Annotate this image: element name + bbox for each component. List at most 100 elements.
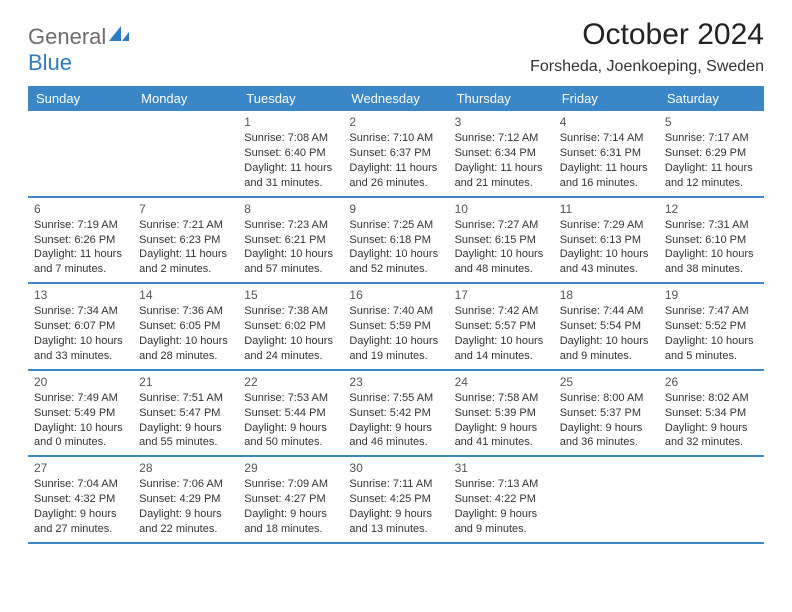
daylight-line-2: and 14 minutes. bbox=[455, 349, 548, 364]
sunrise-line: Sunrise: 7:21 AM bbox=[139, 218, 232, 233]
daylight-line-2: and 7 minutes. bbox=[34, 262, 127, 277]
sunset-line: Sunset: 4:29 PM bbox=[139, 492, 232, 507]
daylight-line-2: and 46 minutes. bbox=[349, 435, 442, 450]
daylight-line-2: and 52 minutes. bbox=[349, 262, 442, 277]
sunrise-line: Sunrise: 7:09 AM bbox=[244, 477, 337, 492]
location: Forsheda, Joenkoeping, Sweden bbox=[530, 58, 764, 76]
sunset-line: Sunset: 4:32 PM bbox=[34, 492, 127, 507]
calendar-day: 22Sunrise: 7:53 AMSunset: 5:44 PMDayligh… bbox=[238, 371, 343, 456]
day-number: 17 bbox=[455, 287, 548, 303]
calendar-day: 26Sunrise: 8:02 AMSunset: 5:34 PMDayligh… bbox=[659, 371, 764, 456]
sunset-line: Sunset: 5:42 PM bbox=[349, 406, 442, 421]
daylight-line-2: and 16 minutes. bbox=[560, 176, 653, 191]
sunrise-line: Sunrise: 7:06 AM bbox=[139, 477, 232, 492]
daylight-line-2: and 13 minutes. bbox=[349, 522, 442, 537]
sunrise-line: Sunrise: 7:13 AM bbox=[455, 477, 548, 492]
sunset-line: Sunset: 6:26 PM bbox=[34, 233, 127, 248]
calendar-day: 31Sunrise: 7:13 AMSunset: 4:22 PMDayligh… bbox=[449, 457, 554, 542]
day-number: 3 bbox=[455, 114, 548, 130]
day-header: Thursday bbox=[449, 86, 554, 111]
daylight-line-2: and 33 minutes. bbox=[34, 349, 127, 364]
sunset-line: Sunset: 6:40 PM bbox=[244, 146, 337, 161]
day-number: 11 bbox=[560, 201, 653, 217]
sunset-line: Sunset: 5:54 PM bbox=[560, 319, 653, 334]
day-number: 13 bbox=[34, 287, 127, 303]
sunrise-line: Sunrise: 7:55 AM bbox=[349, 391, 442, 406]
daylight-line-1: Daylight: 9 hours bbox=[139, 421, 232, 436]
sunset-line: Sunset: 5:47 PM bbox=[139, 406, 232, 421]
calendar-week: 6Sunrise: 7:19 AMSunset: 6:26 PM Daylight… bbox=[28, 198, 764, 285]
daylight-line-1: Daylight: 9 hours bbox=[455, 421, 548, 436]
daylight-line-1: Daylight: 10 hours bbox=[34, 421, 127, 436]
day-number: 6 bbox=[34, 201, 127, 217]
logo-word2: Blue bbox=[28, 50, 72, 75]
calendar-day: 19Sunrise: 7:47 AMSunset: 5:52 PMDayligh… bbox=[659, 284, 764, 369]
logo-sail-icon bbox=[109, 31, 131, 48]
day-number: 4 bbox=[560, 114, 653, 130]
month-title: October 2024 bbox=[530, 18, 764, 52]
calendar-day: 10Sunrise: 7:27 AMSunset: 6:15 PMDayligh… bbox=[449, 198, 554, 283]
daylight-line-1: Daylight: 10 hours bbox=[665, 247, 758, 262]
daylight-line-2: and 9 minutes. bbox=[455, 522, 548, 537]
sunrise-line: Sunrise: 7:23 AM bbox=[244, 218, 337, 233]
daylight-line-1: Daylight: 11 hours bbox=[244, 161, 337, 176]
sunset-line: Sunset: 6:02 PM bbox=[244, 319, 337, 334]
sunset-line: Sunset: 6:15 PM bbox=[455, 233, 548, 248]
daylight-line-1: Daylight: 10 hours bbox=[560, 247, 653, 262]
daylight-line-1: Daylight: 10 hours bbox=[455, 247, 548, 262]
day-number: 25 bbox=[560, 374, 653, 390]
sunrise-line: Sunrise: 7:27 AM bbox=[455, 218, 548, 233]
sunset-line: Sunset: 6:05 PM bbox=[139, 319, 232, 334]
calendar-day: 9Sunrise: 7:25 AMSunset: 6:18 PMDaylight… bbox=[343, 198, 448, 283]
daylight-line-2: and 18 minutes. bbox=[244, 522, 337, 537]
sunset-line: Sunset: 6:34 PM bbox=[455, 146, 548, 161]
daylight-line-2: and 21 minutes. bbox=[455, 176, 548, 191]
sunrise-line: Sunrise: 7:04 AM bbox=[34, 477, 127, 492]
sunrise-line: Sunrise: 7:53 AM bbox=[244, 391, 337, 406]
daylight-line-1: Daylight: 9 hours bbox=[665, 421, 758, 436]
sunrise-line: Sunrise: 7:25 AM bbox=[349, 218, 442, 233]
calendar-day: 5Sunrise: 7:17 AMSunset: 6:29 PMDaylight… bbox=[659, 111, 764, 196]
calendar-week: 13Sunrise: 7:34 AMSunset: 6:07 PMDayligh… bbox=[28, 284, 764, 371]
daylight-line-1: Daylight: 11 hours bbox=[349, 161, 442, 176]
calendar-day: 8Sunrise: 7:23 AMSunset: 6:21 PMDaylight… bbox=[238, 198, 343, 283]
calendar-day: 30Sunrise: 7:11 AMSunset: 4:25 PMDayligh… bbox=[343, 457, 448, 542]
daylight-line-2: and 41 minutes. bbox=[455, 435, 548, 450]
calendar-day-empty bbox=[554, 457, 659, 542]
daylight-line-1: Daylight: 10 hours bbox=[455, 334, 548, 349]
daylight-line-1: Daylight: 11 hours bbox=[139, 247, 232, 262]
calendar-day-empty bbox=[28, 111, 133, 196]
calendar-day: 21Sunrise: 7:51 AMSunset: 5:47 PMDayligh… bbox=[133, 371, 238, 456]
sunrise-line: Sunrise: 7:31 AM bbox=[665, 218, 758, 233]
sunrise-line: Sunrise: 7:58 AM bbox=[455, 391, 548, 406]
daylight-line-2: and 24 minutes. bbox=[244, 349, 337, 364]
daylight-line-2: and 27 minutes. bbox=[34, 522, 127, 537]
day-number: 16 bbox=[349, 287, 442, 303]
sunrise-line: Sunrise: 8:00 AM bbox=[560, 391, 653, 406]
calendar-day: 24Sunrise: 7:58 AMSunset: 5:39 PMDayligh… bbox=[449, 371, 554, 456]
calendar-day: 14Sunrise: 7:36 AMSunset: 6:05 PMDayligh… bbox=[133, 284, 238, 369]
sunset-line: Sunset: 6:37 PM bbox=[349, 146, 442, 161]
sunrise-line: Sunrise: 7:11 AM bbox=[349, 477, 442, 492]
sunrise-line: Sunrise: 7:19 AM bbox=[34, 218, 127, 233]
logo-word1: General bbox=[28, 24, 106, 49]
sunrise-line: Sunrise: 7:29 AM bbox=[560, 218, 653, 233]
calendar-day: 17Sunrise: 7:42 AMSunset: 5:57 PMDayligh… bbox=[449, 284, 554, 369]
weeks-container: 1Sunrise: 7:08 AMSunset: 6:40 PMDaylight… bbox=[28, 111, 764, 544]
day-number: 1 bbox=[244, 114, 337, 130]
day-number: 30 bbox=[349, 460, 442, 476]
daylight-line-1: Daylight: 9 hours bbox=[349, 507, 442, 522]
calendar-day: 12Sunrise: 7:31 AMSunset: 6:10 PMDayligh… bbox=[659, 198, 764, 283]
calendar-week: 1Sunrise: 7:08 AMSunset: 6:40 PMDaylight… bbox=[28, 111, 764, 198]
title-block: October 2024 Forsheda, Joenkoeping, Swed… bbox=[530, 18, 764, 76]
calendar-day: 20Sunrise: 7:49 AMSunset: 5:49 PMDayligh… bbox=[28, 371, 133, 456]
daylight-line-1: Daylight: 10 hours bbox=[244, 334, 337, 349]
header: General Blue October 2024 Forsheda, Joen… bbox=[28, 18, 764, 76]
day-number: 21 bbox=[139, 374, 232, 390]
day-number: 26 bbox=[665, 374, 758, 390]
sunrise-line: Sunrise: 7:14 AM bbox=[560, 131, 653, 146]
calendar-day: 23Sunrise: 7:55 AMSunset: 5:42 PMDayligh… bbox=[343, 371, 448, 456]
daylight-line-2: and 0 minutes. bbox=[34, 435, 127, 450]
daylight-line-2: and 50 minutes. bbox=[244, 435, 337, 450]
daylight-line-2: and 43 minutes. bbox=[560, 262, 653, 277]
